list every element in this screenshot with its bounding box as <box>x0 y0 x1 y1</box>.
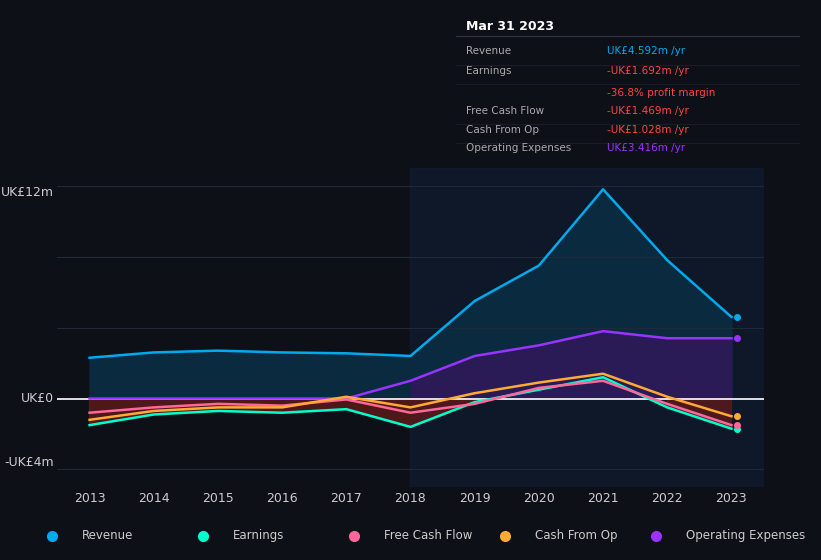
Text: -UK£1.469m /yr: -UK£1.469m /yr <box>608 106 690 115</box>
Text: Operating Expenses: Operating Expenses <box>686 529 805 542</box>
Text: Revenue: Revenue <box>82 529 133 542</box>
Text: -UK£1.692m /yr: -UK£1.692m /yr <box>608 66 690 76</box>
Text: Mar 31 2023: Mar 31 2023 <box>466 20 554 33</box>
Text: UK£3.416m /yr: UK£3.416m /yr <box>608 143 686 153</box>
Text: -UK£1.028m /yr: -UK£1.028m /yr <box>608 125 689 135</box>
Text: -36.8% profit margin: -36.8% profit margin <box>608 88 716 98</box>
Text: Free Cash Flow: Free Cash Flow <box>466 106 544 115</box>
Text: Free Cash Flow: Free Cash Flow <box>384 529 472 542</box>
Text: UK£12m: UK£12m <box>1 186 54 199</box>
Text: Earnings: Earnings <box>233 529 284 542</box>
Text: UK£0: UK£0 <box>21 392 54 405</box>
Bar <box>410 168 764 487</box>
Text: -UK£4m: -UK£4m <box>4 456 54 469</box>
Text: Cash From Op: Cash From Op <box>466 125 539 135</box>
Text: Cash From Op: Cash From Op <box>535 529 617 542</box>
Text: UK£4.592m /yr: UK£4.592m /yr <box>608 46 686 56</box>
Text: Revenue: Revenue <box>466 46 511 56</box>
Text: Operating Expenses: Operating Expenses <box>466 143 571 153</box>
Text: Earnings: Earnings <box>466 66 511 76</box>
